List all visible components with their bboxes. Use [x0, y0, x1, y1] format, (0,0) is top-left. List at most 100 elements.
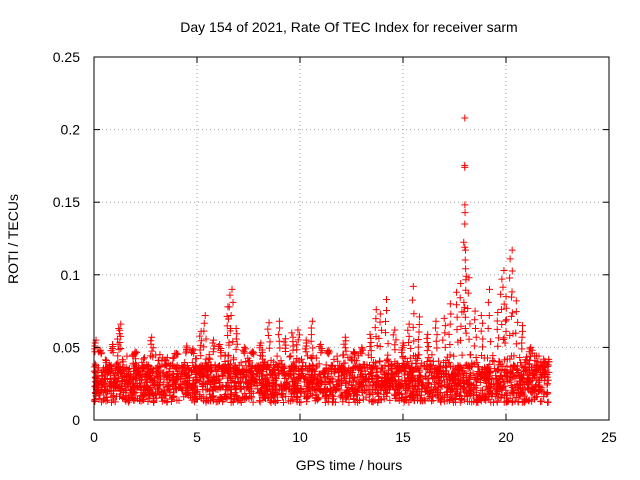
data-point: [182, 371, 190, 379]
data-point: [460, 308, 468, 316]
data-point: [227, 311, 235, 319]
data-point: [513, 371, 521, 379]
data-point: [248, 349, 256, 357]
data-point: [117, 345, 125, 353]
data-point: [172, 364, 180, 372]
data-point: [449, 371, 457, 379]
data-point: [237, 398, 245, 406]
data-point: [487, 338, 495, 346]
data-point: [274, 390, 282, 398]
data-point: [506, 274, 514, 282]
data-point: [521, 359, 529, 367]
data-point: [535, 377, 543, 385]
data-point: [500, 266, 508, 274]
data-point: [131, 350, 139, 358]
data-point: [492, 372, 500, 380]
data-point: [414, 351, 422, 359]
data-point: [507, 378, 515, 386]
data-point: [149, 344, 157, 352]
data-point: [202, 394, 210, 402]
data-point: [493, 390, 501, 398]
data-point: [445, 330, 453, 338]
data-point: [512, 340, 520, 348]
data-point: [262, 390, 270, 398]
data-point: [192, 355, 200, 363]
data-point: [309, 344, 317, 352]
data-point: [450, 352, 458, 360]
data-point: [377, 386, 385, 394]
data-point: [350, 349, 358, 357]
data-point: [504, 398, 512, 406]
data-point: [461, 114, 469, 122]
data-point: [117, 332, 125, 340]
data-point: [271, 369, 279, 377]
data-point: [432, 337, 440, 345]
data-point: [227, 377, 235, 385]
data-point: [297, 372, 305, 380]
data-point: [212, 398, 220, 406]
data-point: [308, 392, 316, 400]
data-point: [405, 320, 413, 328]
data-point: [95, 395, 103, 403]
data-point: [264, 376, 272, 384]
data-point: [502, 304, 510, 312]
data-point: [180, 393, 188, 401]
data-point: [484, 354, 492, 362]
data-point: [323, 349, 331, 357]
data-point: [479, 335, 487, 343]
data-point: [502, 372, 510, 380]
data-point: [477, 311, 485, 319]
data-point: [230, 356, 238, 364]
data-point: [265, 393, 273, 401]
data-point: [225, 339, 233, 347]
data-point: [477, 396, 485, 404]
data-point: [424, 394, 432, 402]
data-point: [525, 356, 533, 364]
data-point: [496, 358, 504, 366]
data-point: [461, 243, 469, 251]
data-point: [109, 394, 117, 402]
data-point: [193, 373, 201, 381]
data-point: [272, 374, 280, 382]
data-point: [293, 346, 301, 354]
data-point: [526, 369, 534, 377]
data-point: [264, 331, 272, 339]
data-point: [410, 310, 418, 318]
data-point: [169, 380, 177, 388]
data-point: [481, 394, 489, 402]
data-point: [116, 385, 124, 393]
data-point: [497, 367, 505, 375]
data-point: [371, 359, 379, 367]
data-point: [477, 327, 485, 335]
data-point: [173, 362, 181, 370]
data-point: [289, 396, 297, 404]
data-point: [476, 379, 484, 387]
data-point: [287, 370, 295, 378]
data-point: [232, 393, 240, 401]
data-point: [367, 347, 375, 355]
data-point: [182, 349, 190, 357]
data-point: [453, 326, 461, 334]
data-point: [218, 383, 226, 391]
data-point: [169, 354, 177, 362]
data-point: [368, 374, 376, 382]
data-point: [150, 396, 158, 404]
data-point: [446, 300, 454, 308]
data-point: [404, 326, 412, 334]
data-point: [256, 398, 264, 406]
data-point: [347, 381, 355, 389]
data-point: [427, 365, 435, 373]
data-point: [229, 338, 237, 346]
data-point: [457, 322, 465, 330]
data-point: [445, 358, 453, 366]
data-point: [152, 391, 160, 399]
data-point: [299, 359, 307, 367]
data-point: [471, 316, 479, 324]
data-point: [472, 382, 480, 390]
data-point: [110, 372, 118, 380]
data-point: [130, 388, 138, 396]
data-point: [282, 371, 290, 379]
data-point: [170, 363, 178, 371]
data-point: [261, 394, 269, 402]
data-point: [423, 347, 431, 355]
